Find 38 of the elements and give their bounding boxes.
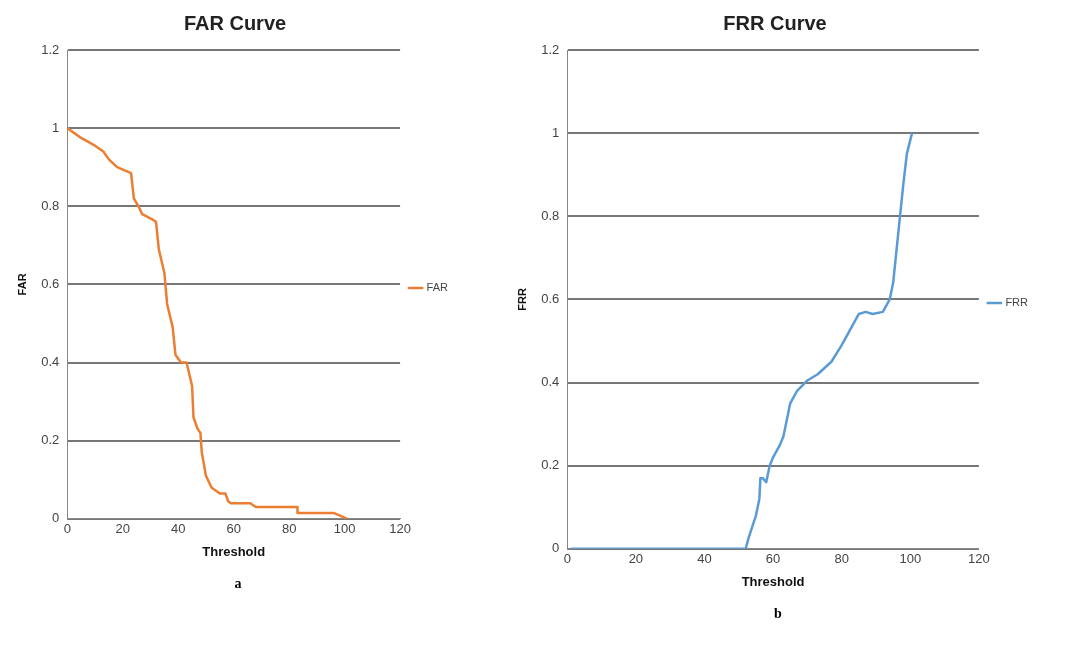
x-tick-label: 80: [834, 551, 849, 567]
y-tick-label: 1: [552, 124, 560, 140]
x-tick-label: 40: [697, 551, 712, 567]
x-axis-title: Threshold: [741, 573, 805, 589]
y-axis-title: FAR: [15, 273, 28, 296]
x-tick-label: 0: [63, 521, 71, 537]
y-tick-label: 0.8: [41, 197, 60, 213]
x-tick-label: 60: [765, 551, 781, 567]
y-tick-label: 0: [52, 510, 60, 526]
y-tick-label: 0.8: [541, 207, 560, 223]
y-tick-label: 1.2: [41, 41, 60, 57]
y-axis-title: FRR: [515, 288, 528, 311]
x-tick-label: 40: [170, 521, 186, 537]
x-tick-label: 100: [899, 551, 922, 567]
chart-title: FRR Curve: [723, 11, 827, 34]
y-tick-label: 0.6: [41, 275, 60, 291]
legend-label: FRR: [1005, 296, 1029, 309]
y-tick-label: 0.2: [41, 432, 60, 448]
legend-label: FAR: [426, 281, 449, 294]
y-tick-label: 0.6: [541, 290, 560, 306]
y-tick-label: 0.4: [41, 354, 60, 370]
x-tick-label: 80: [281, 521, 297, 537]
chart-title: FAR Curve: [183, 11, 287, 34]
x-tick-label: 0: [563, 551, 571, 567]
x-tick-label: 20: [115, 521, 130, 537]
x-tick-label: 120: [968, 551, 990, 567]
x-tick-label: 100: [333, 521, 356, 537]
y-tick-label: 0.2: [541, 457, 560, 473]
x-axis-title: Threshold: [202, 543, 266, 559]
text: b: [774, 606, 782, 622]
x-tick-label: 20: [628, 551, 644, 567]
y-tick-label: 1.2: [541, 41, 560, 57]
x-tick-label: 60: [226, 521, 241, 537]
y-tick-label: 0.4: [541, 374, 560, 390]
y-tick-label: 0: [552, 540, 560, 556]
x-tick-label: 120: [389, 521, 411, 537]
y-tick-label: 1: [52, 119, 60, 135]
text: a: [234, 576, 242, 592]
